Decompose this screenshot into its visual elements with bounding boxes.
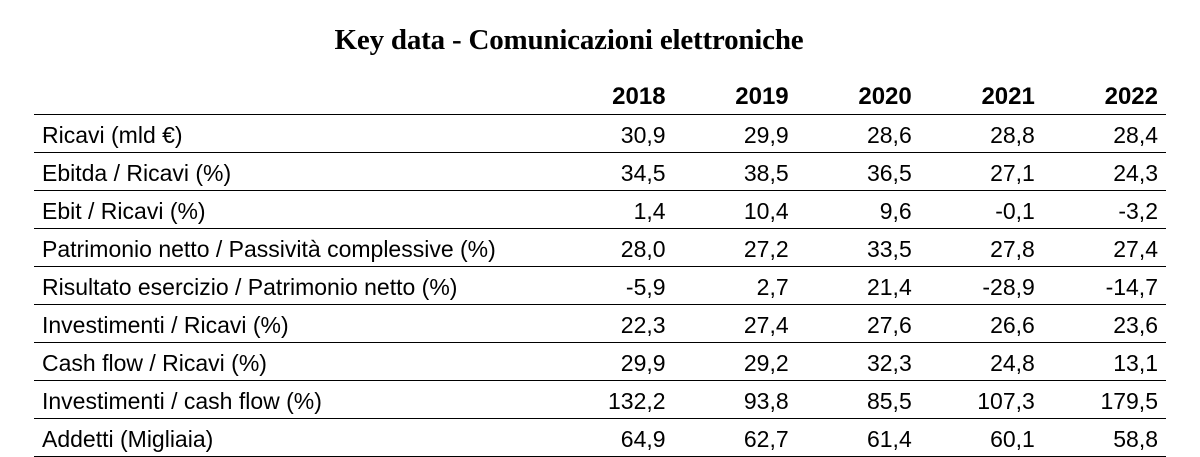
table-cell: 38,5 [673,152,797,191]
row-label: Patrimonio netto / Passività complessive… [34,228,551,267]
table-cell: 9,6 [796,190,920,229]
table-cell: 27,4 [1042,228,1166,267]
row-label: Ebit / Ricavi (%) [34,190,551,229]
table-row-ebit-ricavi: Ebit / Ricavi (%) 1,4 10,4 9,6 -0,1 -3,2 [34,190,1166,229]
table-cell: 28,0 [550,228,674,267]
row-label: Ricavi (mld €) [34,114,551,153]
table-cell: 34,5 [550,152,674,191]
column-header-2021: 2021 [919,78,1043,115]
table-cell: 60,1 [919,418,1043,457]
table-cell: 22,3 [550,304,674,343]
row-label: Addetti (Migliaia) [34,418,551,457]
table-cell: 10,4 [673,190,797,229]
table-cell: 64,9 [550,418,674,457]
table-cell: 179,5 [1042,380,1166,419]
table-row-addetti: Addetti (Migliaia) 64,9 62,7 61,4 60,1 5… [34,418,1166,457]
column-header-2018: 2018 [550,78,674,115]
table-cell: 29,9 [550,342,674,381]
table-cell: 29,2 [673,342,797,381]
table-cell: 27,2 [673,228,797,267]
table-cell: 1,4 [550,190,674,229]
table-cell: 24,8 [919,342,1043,381]
table-cell: -0,1 [919,190,1043,229]
table-body: Ricavi (mld €) 30,9 29,9 28,6 28,8 28,4 … [34,114,1166,457]
table-cell: 29,9 [673,114,797,153]
table-cell: 30,9 [550,114,674,153]
table-cell: 13,1 [1042,342,1166,381]
table-row-investimenti-ricavi: Investimenti / Ricavi (%) 22,3 27,4 27,6… [34,304,1166,343]
table-cell: 26,6 [919,304,1043,343]
row-label: Cash flow / Ricavi (%) [34,342,551,381]
page-title: Key data - Comunicazioni elettroniche [334,24,804,56]
table-cell: 27,6 [796,304,920,343]
table-cell: -3,2 [1042,190,1166,229]
table-row-ricavi: Ricavi (mld €) 30,9 29,9 28,6 28,8 28,4 [34,114,1166,153]
table-cell: 2,7 [673,266,797,305]
table-cell: -28,9 [919,266,1043,305]
key-data-table: 2018 2019 2020 2021 2022 Ricavi (mld €) … [34,78,1166,457]
column-header-2022: 2022 [1042,78,1166,115]
table-cell: 132,2 [550,380,674,419]
table-cell: 27,1 [919,152,1043,191]
table-cell: 24,3 [1042,152,1166,191]
table-cell: 21,4 [796,266,920,305]
table-cell: 33,5 [796,228,920,267]
table-cell: 27,8 [919,228,1043,267]
table-cell: 93,8 [673,380,797,419]
table-row-ebitda-ricavi: Ebitda / Ricavi (%) 34,5 38,5 36,5 27,1 … [34,152,1166,191]
table-cell: 107,3 [919,380,1043,419]
table-cell: 28,8 [919,114,1043,153]
table-header-row: 2018 2019 2020 2021 2022 [34,78,1166,115]
table-cell: 36,5 [796,152,920,191]
table-row-investimenti-cashflow: Investimenti / cash flow (%) 132,2 93,8 … [34,380,1166,419]
row-label: Risultato esercizio / Patrimonio netto (… [34,266,551,305]
column-header-2019: 2019 [673,78,797,115]
table-cell: 85,5 [796,380,920,419]
header-label-cell [34,78,551,115]
column-header-2020: 2020 [796,78,920,115]
table-cell: 62,7 [673,418,797,457]
table-cell: 23,6 [1042,304,1166,343]
table-cell: 61,4 [796,418,920,457]
table-cell: 58,8 [1042,418,1166,457]
table-cell: 27,4 [673,304,797,343]
table-row-cashflow-ricavi: Cash flow / Ricavi (%) 29,9 29,2 32,3 24… [34,342,1166,381]
table-cell: 28,4 [1042,114,1166,153]
table-row-patrimonio-passivita: Patrimonio netto / Passività complessive… [34,228,1166,267]
table-cell: 32,3 [796,342,920,381]
table-cell: -5,9 [550,266,674,305]
table-cell: 28,6 [796,114,920,153]
row-label: Investimenti / Ricavi (%) [34,304,551,343]
table-cell: -14,7 [1042,266,1166,305]
row-label: Investimenti / cash flow (%) [34,380,551,419]
table-row-risultato-patrimonio: Risultato esercizio / Patrimonio netto (… [34,266,1166,305]
row-label: Ebitda / Ricavi (%) [34,152,551,191]
